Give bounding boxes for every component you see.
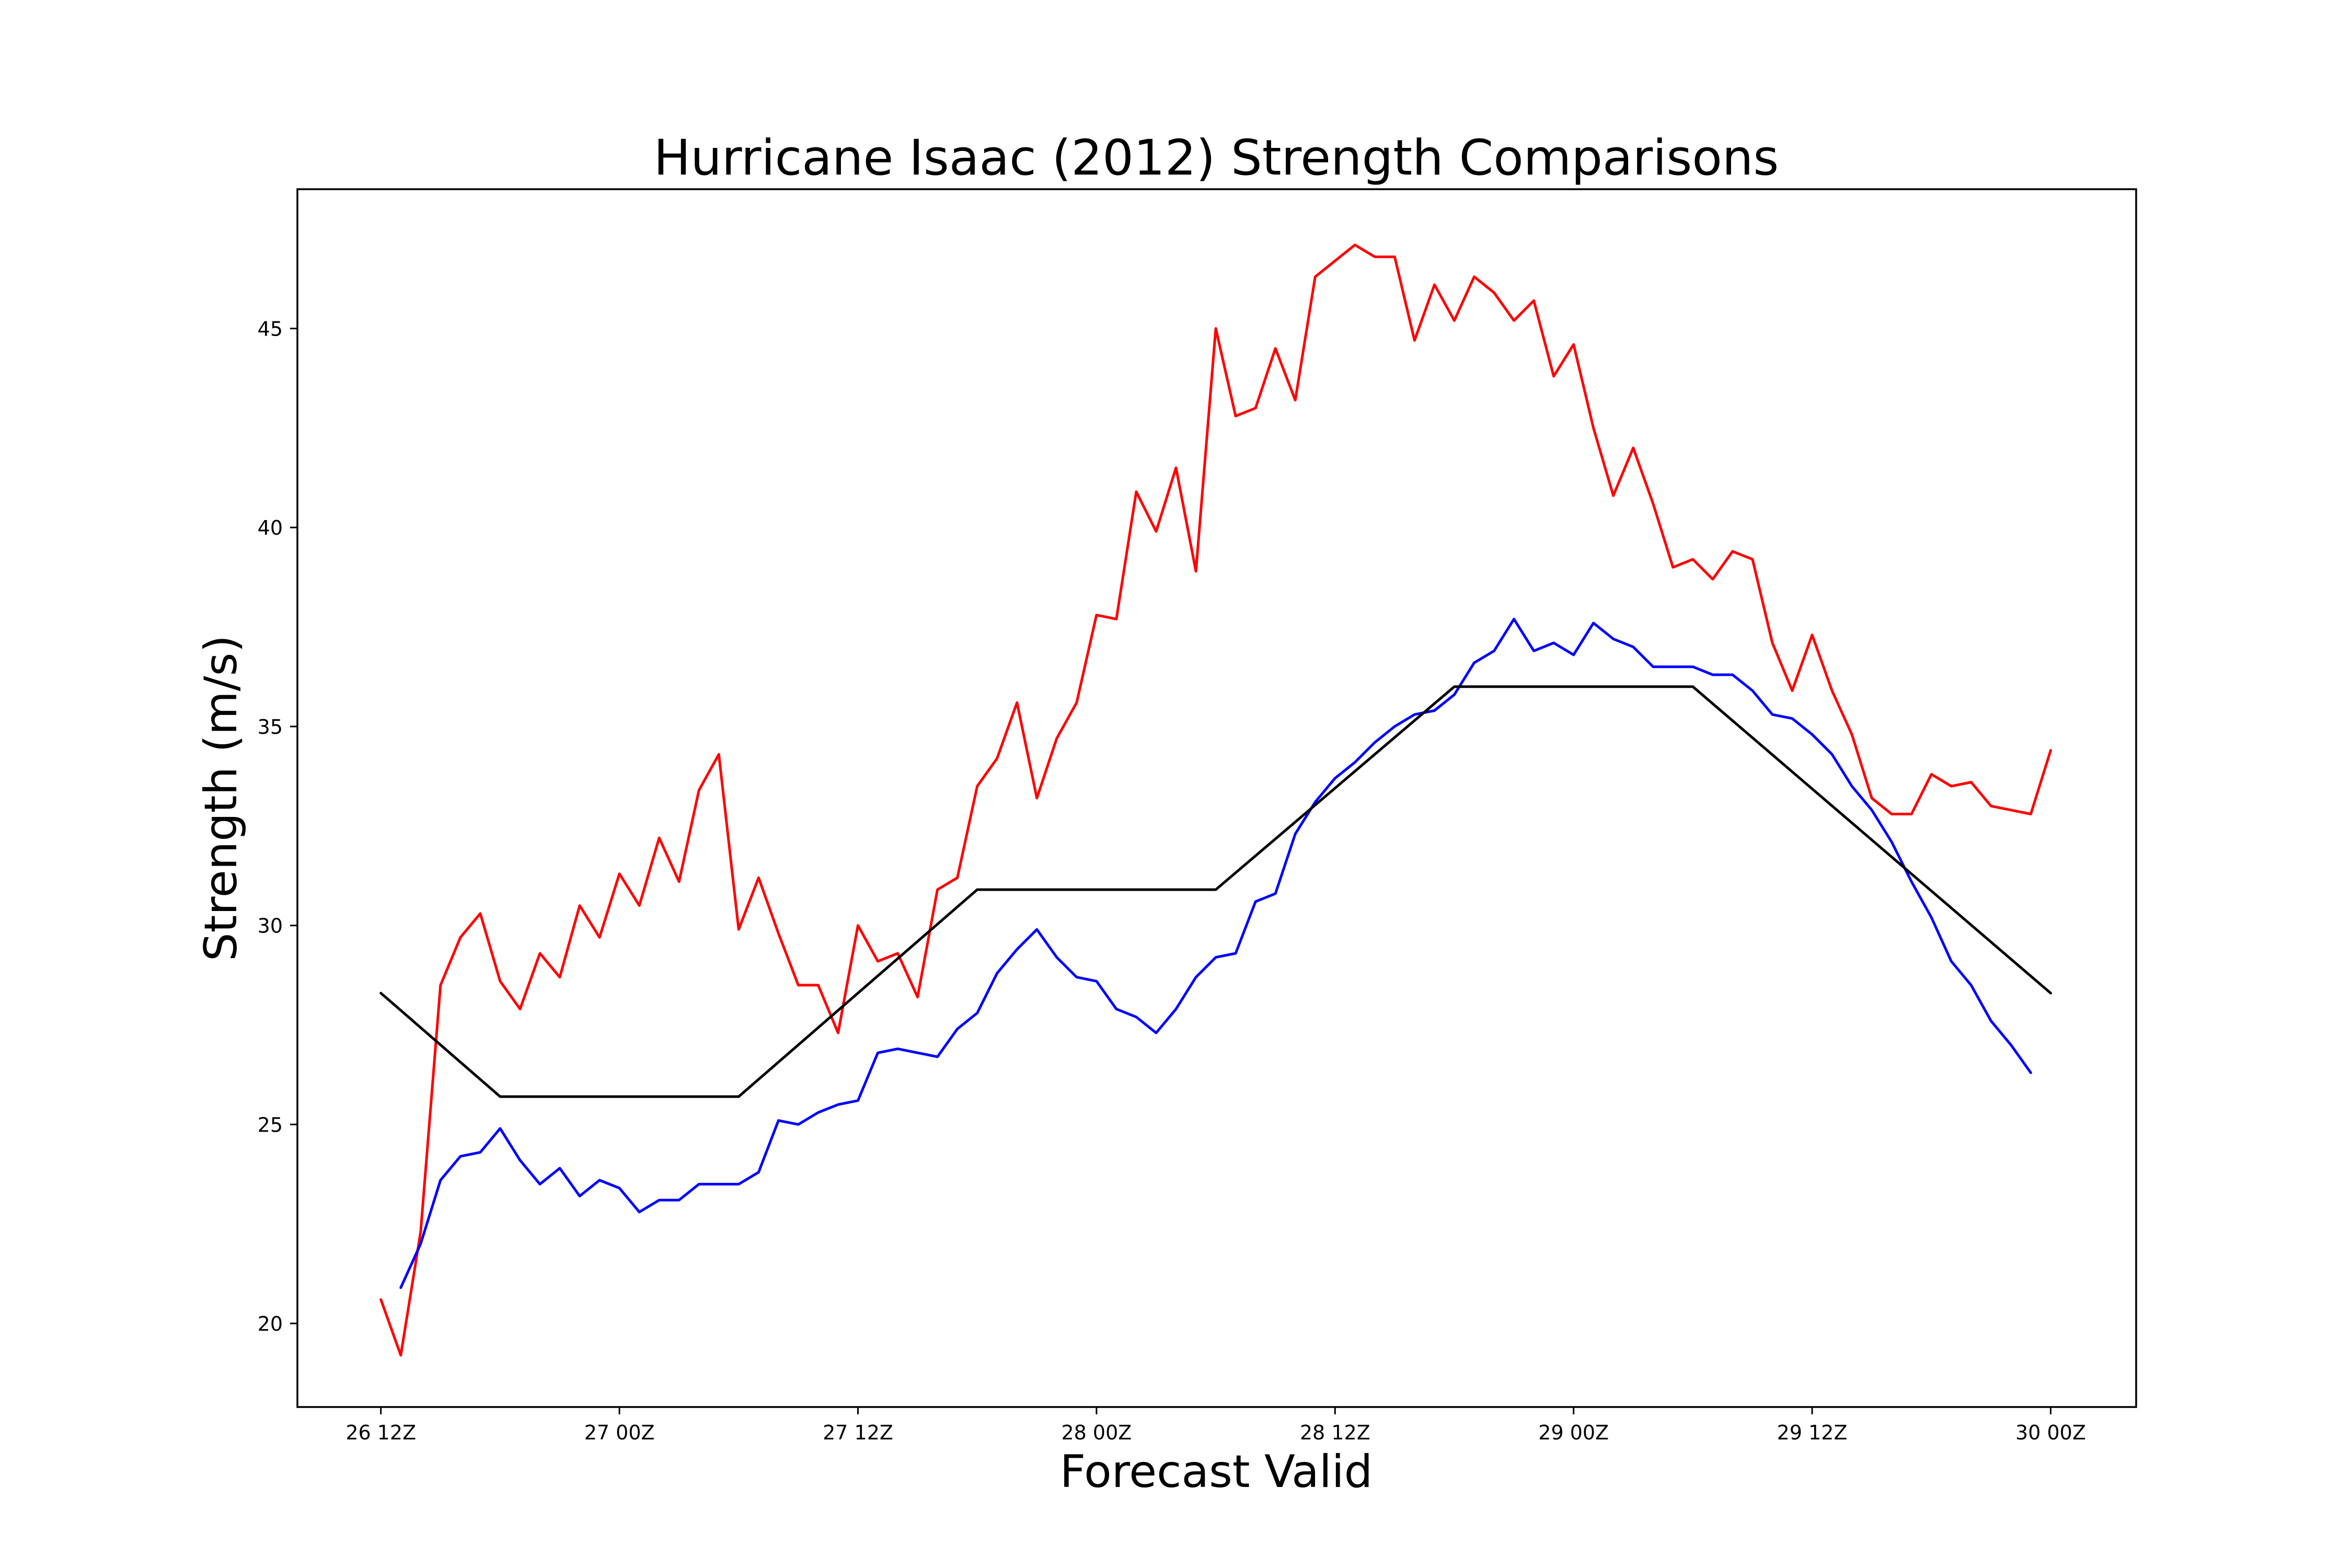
x-tick-label: 26 12Z bbox=[345, 1421, 416, 1444]
y-tick-label: 40 bbox=[258, 516, 283, 539]
x-tick-label: 27 12Z bbox=[823, 1421, 893, 1444]
y-tick-label: 30 bbox=[258, 915, 283, 938]
y-tick-label: 25 bbox=[258, 1113, 283, 1136]
x-tick-label: 29 00Z bbox=[1538, 1421, 1609, 1444]
x-tick-label: 30 00Z bbox=[2015, 1421, 2086, 1444]
y-tick-label: 20 bbox=[258, 1312, 283, 1335]
x-tick-label: 28 00Z bbox=[1061, 1421, 1132, 1444]
ticks-layer: 26 12Z 27 00Z 27 12Z 28 00Z 28 12Z 29 00Z 29 1… bbox=[258, 318, 2086, 1444]
x-tick-label: 27 00Z bbox=[584, 1421, 655, 1444]
series-layer bbox=[381, 245, 2051, 1355]
x-tick-label: 29 12Z bbox=[1777, 1421, 1848, 1444]
series-line-red bbox=[381, 245, 2051, 1355]
series-line-blue bbox=[401, 619, 2031, 1287]
x-tick-label: 28 12Z bbox=[1300, 1421, 1370, 1444]
x-axis-label: Forecast Valid bbox=[1060, 1446, 1373, 1498]
y-axis-label: Strength (m/s) bbox=[195, 635, 247, 961]
y-tick-label: 45 bbox=[258, 318, 283, 341]
chart-title: Hurricane Isaac (2012) Strength Comparis… bbox=[654, 130, 1779, 187]
y-tick-label: 35 bbox=[258, 716, 283, 739]
